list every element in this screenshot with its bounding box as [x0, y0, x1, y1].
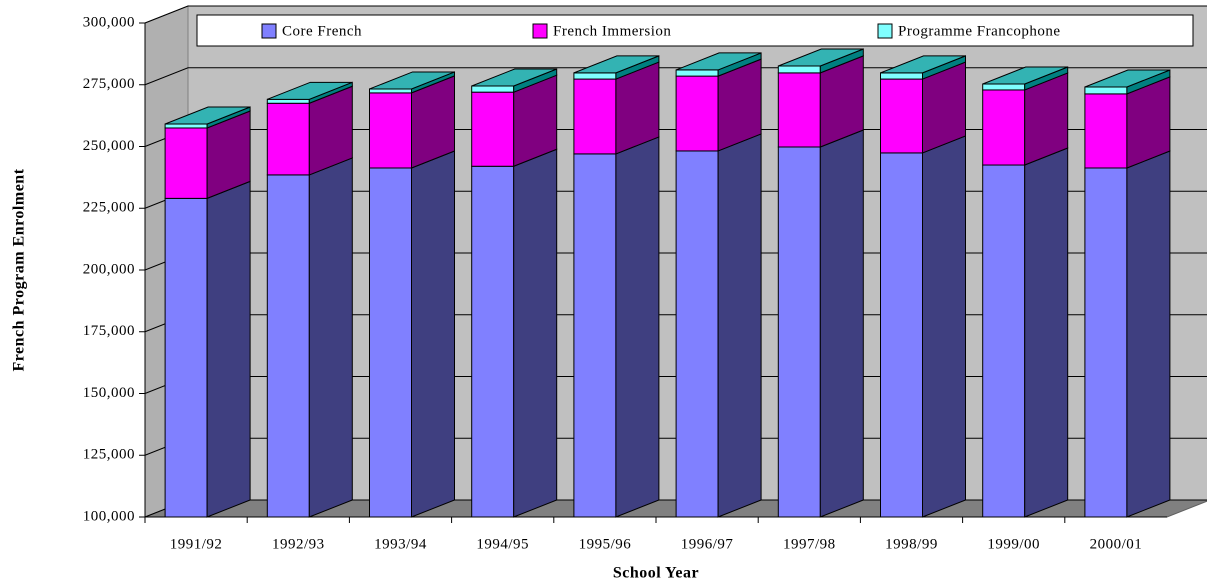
bar-side	[922, 135, 966, 518]
bar-front	[982, 83, 1026, 91]
y-tick-label: 100,000	[83, 508, 135, 524]
bar-front	[675, 75, 719, 152]
grid-line	[144, 67, 1207, 86]
bar-top	[164, 106, 251, 125]
bar-side	[513, 148, 558, 518]
x-tick-label: 1992/93	[272, 536, 325, 552]
x-tick-label: 1993/94	[374, 536, 427, 552]
y-tick-label: 175,000	[83, 323, 135, 339]
bar-front	[471, 91, 515, 167]
bar-front	[573, 78, 617, 155]
bar-front	[675, 69, 719, 77]
legend-box	[196, 14, 1194, 47]
bar-front	[1084, 93, 1128, 169]
bar-side	[1126, 150, 1171, 518]
x-tick-label: 1994/95	[476, 536, 529, 552]
x-tick-label: 1997/98	[783, 536, 836, 552]
bar-side	[615, 136, 660, 518]
y-tick-label: 300,000	[83, 14, 135, 30]
bar-side	[308, 157, 353, 518]
bar-front	[880, 152, 923, 518]
bar-front	[880, 78, 923, 154]
bar-front	[266, 98, 310, 104]
bar-top	[675, 52, 762, 71]
x-axis-label: School Year	[613, 565, 699, 582]
bar-top	[267, 81, 353, 100]
y-tick-label: 225,000	[83, 200, 135, 216]
bar-front	[471, 165, 515, 518]
grid-line	[144, 5, 1207, 24]
legend-label: Core French	[282, 23, 362, 39]
x-tick-label: 1991/92	[170, 536, 223, 552]
bar-front	[675, 150, 719, 518]
bar-top	[471, 68, 557, 87]
bar-front	[777, 65, 821, 74]
bar-front	[1084, 167, 1128, 518]
bar-side	[206, 180, 251, 518]
bar-top	[369, 71, 455, 90]
y-tick-label: 125,000	[83, 447, 135, 463]
x-tick-label: 1996/97	[681, 536, 734, 552]
bar-front	[1084, 86, 1128, 95]
bar-front	[573, 72, 617, 80]
bar-front	[266, 174, 310, 518]
y-tick-label: 275,000	[83, 76, 135, 92]
y-tick-label: 150,000	[83, 385, 135, 401]
bar-top	[778, 48, 864, 67]
bar-front	[880, 72, 923, 80]
x-tick-label: 1999/00	[987, 536, 1040, 552]
bar-side	[717, 133, 762, 518]
y-tick-label: 200,000	[83, 261, 135, 277]
bar-front	[164, 197, 208, 518]
bar-front	[982, 164, 1026, 518]
legend-label: French Immersion	[553, 23, 671, 39]
x-tick-label: 2000/01	[1090, 536, 1143, 552]
y-axis-label: French Program Enrolment	[11, 168, 28, 371]
bar-side	[1024, 147, 1069, 518]
bar-top	[573, 55, 660, 74]
legend-swatch	[532, 23, 548, 39]
bar-top	[982, 66, 1068, 85]
legend-swatch	[261, 23, 277, 39]
bar-side	[411, 150, 455, 518]
x-tick-label: 1998/99	[885, 536, 938, 552]
legend-label: Programme Francophone	[898, 23, 1061, 39]
bar-front	[164, 123, 208, 129]
bar-front	[982, 89, 1026, 166]
bar-front	[573, 153, 617, 518]
bar-front	[164, 127, 208, 199]
bar-top	[880, 55, 966, 74]
bar-front	[369, 167, 412, 518]
bar-front	[266, 102, 310, 176]
x-tick-label: 1995/96	[579, 536, 632, 552]
legend-swatch	[877, 23, 893, 39]
bar-front	[471, 85, 515, 93]
bar-front	[777, 72, 821, 148]
bar-front	[369, 92, 412, 169]
bar-top	[1084, 69, 1171, 88]
bar-front	[777, 146, 821, 518]
bar-front	[369, 88, 412, 94]
bar-side	[819, 129, 864, 518]
y-tick-label: 250,000	[83, 138, 135, 154]
